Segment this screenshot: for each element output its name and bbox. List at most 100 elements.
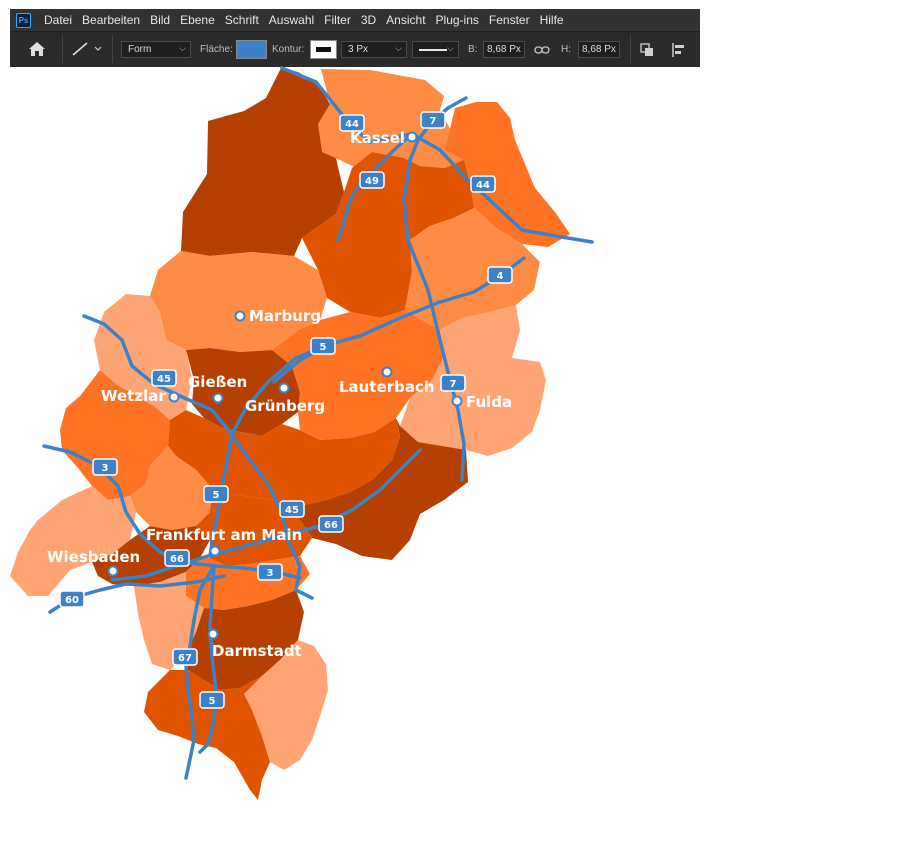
highway-shield: 5 — [199, 691, 225, 709]
highway-shield-label: 3 — [102, 463, 109, 474]
region — [405, 208, 540, 330]
road-a45 — [82, 314, 314, 600]
region — [92, 526, 210, 586]
highway-shield-label: 5 — [213, 490, 220, 501]
highway-shield: 3 — [257, 563, 283, 581]
menu-fenster[interactable]: Fenster — [488, 13, 530, 27]
highway-shield: 45 — [151, 369, 177, 387]
path-operations-icon[interactable] — [638, 41, 656, 59]
fill-swatch[interactable] — [236, 40, 267, 59]
height-label: H: — [561, 44, 571, 55]
separator — [112, 35, 113, 63]
menu-auswahl[interactable]: Auswahl — [268, 13, 315, 27]
city-giessen: Gießen — [188, 373, 247, 404]
highway-shield-label: 60 — [65, 595, 79, 606]
city-wetzlar: Wetzlar — [101, 387, 180, 405]
menu-plugins[interactable]: Plug-ins — [435, 13, 479, 27]
highway-shield-label: 45 — [285, 505, 299, 516]
svg-text:Wiesbaden: Wiesbaden — [47, 548, 140, 566]
path-alignment-icon[interactable] — [670, 41, 688, 59]
highway-shield-label: 4 — [497, 271, 504, 282]
region — [445, 102, 570, 247]
separator — [630, 35, 631, 63]
highway-shield: 44 — [470, 175, 496, 193]
region — [302, 152, 474, 318]
city-lauterbach: Lauterbach — [339, 366, 435, 396]
height-input[interactable]: 8,68 Px — [578, 41, 620, 58]
road-a44-east — [410, 132, 594, 244]
svg-text:Fulda: Fulda — [466, 393, 512, 411]
menu-filter[interactable]: Filter — [324, 13, 351, 27]
link-icon[interactable] — [533, 41, 551, 58]
photoshop-toolbar: Ps Datei Bearbeiten Bild Ebene Schrift A… — [10, 9, 700, 67]
road-a66 — [110, 448, 422, 582]
menu-hilfe[interactable]: Hilfe — [539, 13, 564, 27]
separator — [62, 35, 63, 63]
highway-shield-label: 5 — [209, 696, 216, 707]
highway-shield-label: 3 — [267, 568, 274, 579]
stroke-width-value: 3 Px — [348, 44, 369, 55]
region — [186, 590, 304, 690]
home-icon[interactable] — [26, 39, 48, 59]
stroke-swatch[interactable] — [310, 40, 337, 59]
road-a5-south — [198, 564, 218, 754]
menu-ansicht[interactable]: Ansicht — [386, 13, 426, 27]
menu-datei[interactable]: Datei — [44, 13, 73, 27]
highway-shield: 66 — [318, 515, 344, 533]
menu-bearbeiten[interactable]: Bearbeiten — [82, 13, 141, 27]
menu-bild[interactable]: Bild — [150, 13, 171, 27]
stroke-width-input[interactable]: 3 Px ⌵ — [341, 41, 407, 58]
highway-shield: 7 — [440, 374, 466, 392]
options-bar: Form ⌵ Fläche: Kontur: 3 Px ⌵ ⌵ B: 8,68 … — [10, 31, 700, 67]
region — [144, 670, 270, 800]
svg-text:Lauterbach: Lauterbach — [339, 378, 435, 396]
chevron-down-icon: ⌵ — [179, 43, 186, 53]
highway-shield: 7 — [420, 111, 446, 129]
svg-text:Wetzlar: Wetzlar — [101, 387, 166, 405]
svg-text:Grünberg: Grünberg — [245, 397, 325, 415]
highway-shield-label: 7 — [430, 116, 437, 127]
height-value: 8,68 Px — [582, 44, 616, 55]
highway-shield-label: 66 — [170, 554, 184, 565]
width-value: 8,68 Px — [487, 44, 521, 55]
chevron-down-icon[interactable] — [93, 42, 103, 56]
stroke-label: Kontur: — [272, 44, 305, 55]
region — [10, 486, 136, 596]
chevron-down-icon: ⌵ — [395, 43, 402, 53]
highway-shield: 3 — [92, 458, 118, 476]
road-a44-west — [280, 66, 414, 144]
mode-select[interactable]: Form ⌵ — [121, 41, 191, 58]
region — [181, 68, 344, 256]
highway-shield: 60 — [59, 590, 85, 608]
highway-shield: 49 — [359, 171, 385, 189]
city-gruenberg: Grünberg — [245, 382, 325, 415]
cities: Kassel Marburg Gießen Wetzlar Grünberg L… — [47, 129, 512, 660]
width-label: B: — [468, 44, 478, 55]
svg-text:Marburg: Marburg — [249, 307, 321, 325]
region — [130, 446, 212, 530]
highway-shield-label: 66 — [324, 520, 338, 531]
highway-shield: 44 — [339, 114, 365, 132]
highway-shield: 5 — [310, 337, 336, 355]
chevron-down-icon: ⌵ — [447, 43, 454, 53]
highway-shield-label: 45 — [157, 374, 171, 385]
highway-shield-label: 44 — [345, 119, 359, 130]
app-logo[interactable]: Ps — [16, 12, 31, 28]
city-frankfurt: Frankfurt am Main — [146, 526, 302, 557]
menu-bar: Ps Datei Bearbeiten Bild Ebene Schrift A… — [10, 9, 700, 31]
menu-3d[interactable]: 3D — [360, 13, 377, 27]
menu-ebene[interactable]: Ebene — [180, 13, 215, 27]
menu-schrift[interactable]: Schrift — [224, 13, 259, 27]
highway-shield: 4 — [487, 266, 513, 284]
highway-shield: 45 — [279, 500, 305, 518]
highway-shield-label: 44 — [476, 180, 490, 191]
road-a67 — [184, 564, 216, 780]
region — [134, 572, 204, 670]
highway-shield-label: 67 — [178, 653, 192, 664]
line-tool-icon[interactable] — [70, 40, 90, 58]
highway-shield-label: 5 — [320, 342, 327, 353]
stroke-style-select[interactable]: ⌵ — [412, 41, 459, 58]
width-input[interactable]: 8,68 Px — [483, 41, 525, 58]
